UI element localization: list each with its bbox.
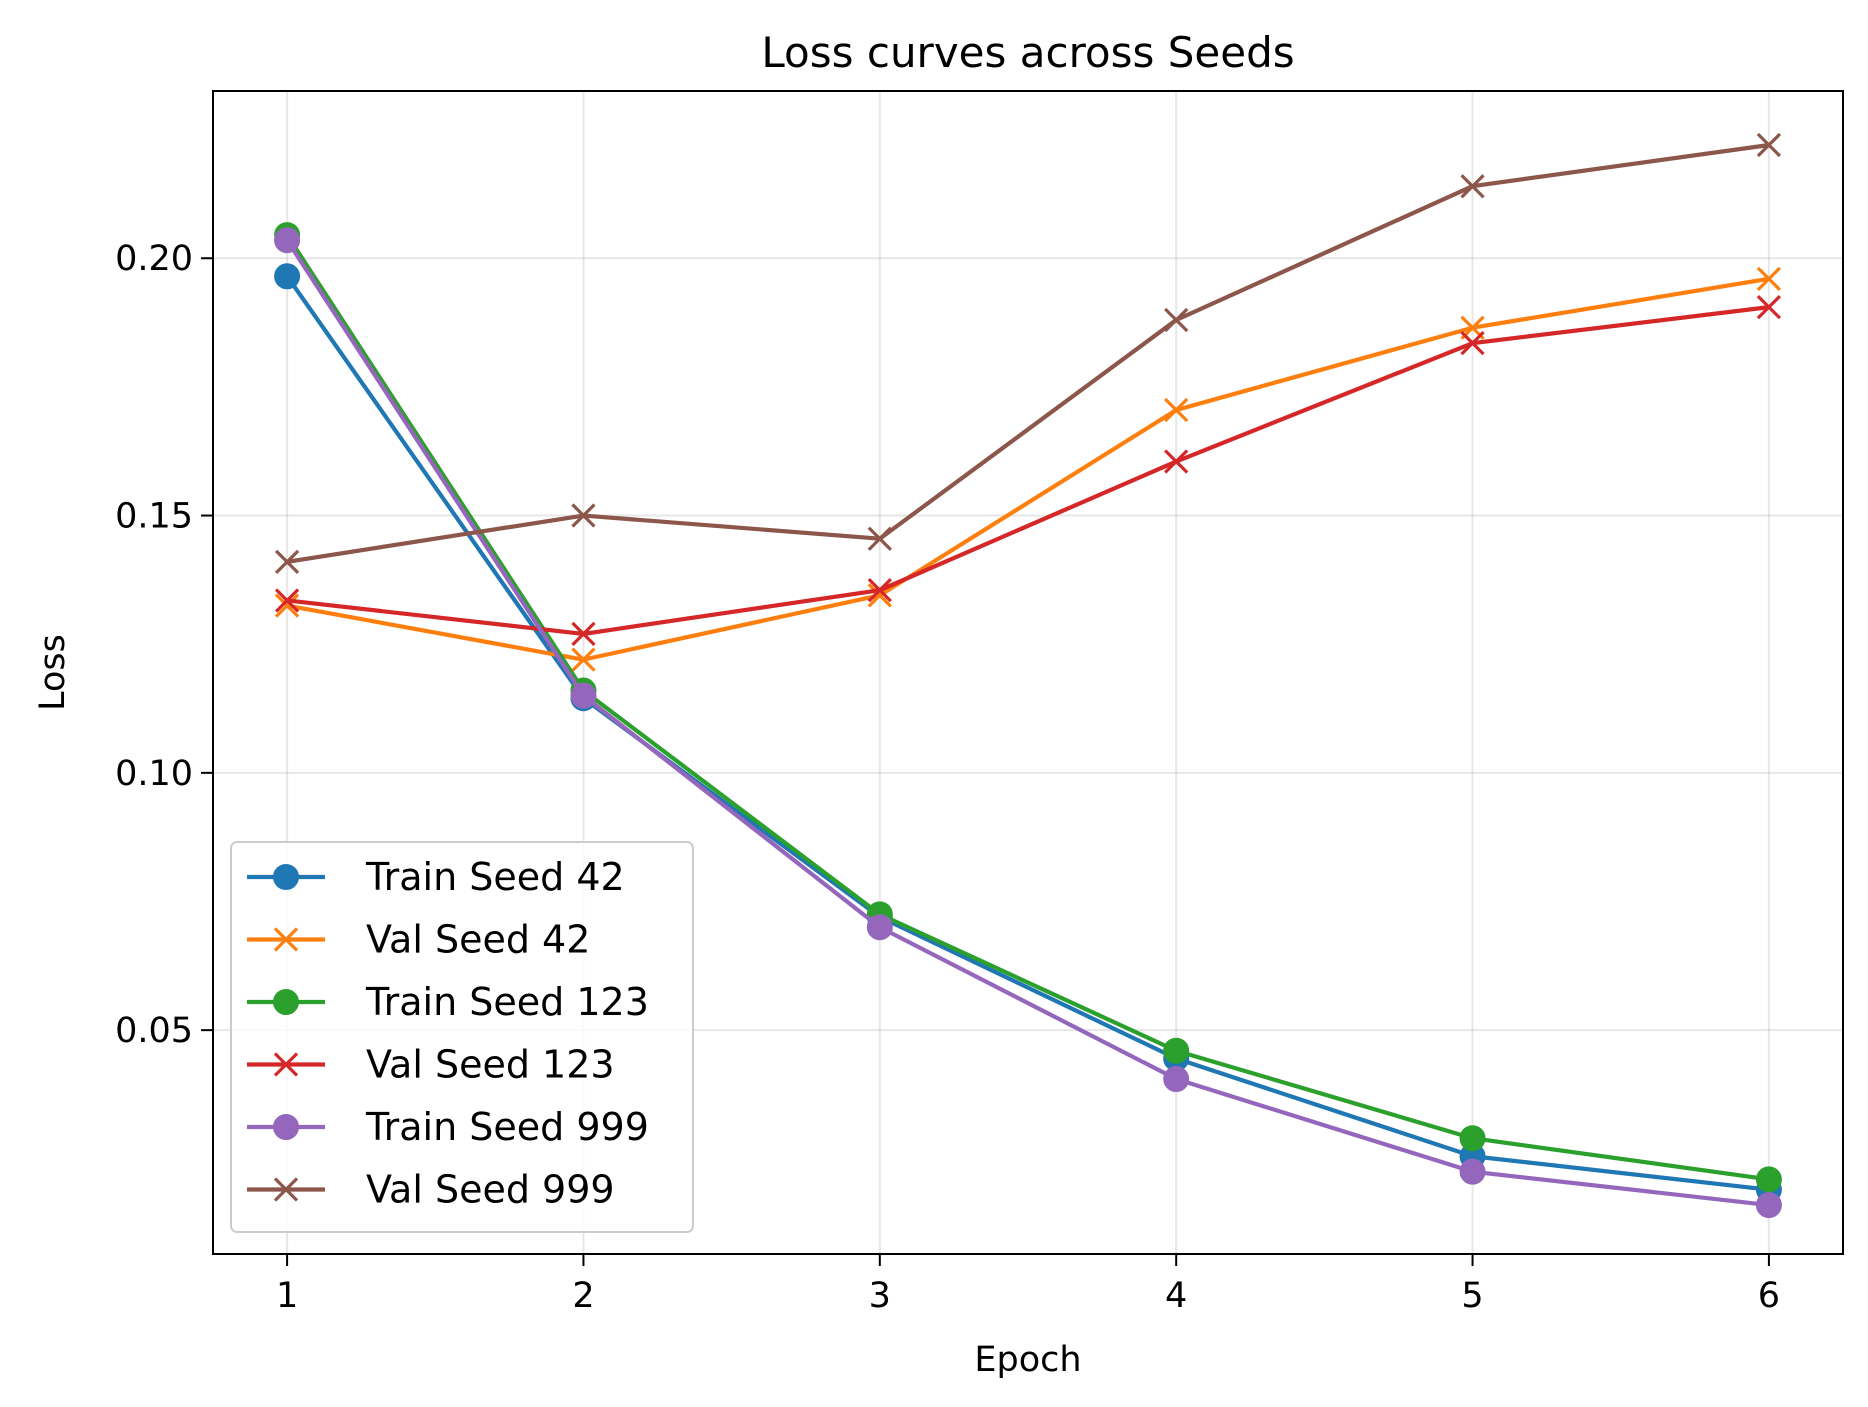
series-line-train-seed-123	[284, 232, 1772, 1182]
legend-item-train-seed-123: Train Seed 123	[247, 980, 649, 1024]
x-tick-label: 1	[276, 1276, 298, 1316]
data-point-train-seed-999	[570, 682, 597, 709]
legend-label: Val Seed 42	[366, 918, 590, 962]
x-tick-label: 5	[1461, 1276, 1483, 1316]
y-tick-label: 0.15	[115, 497, 193, 537]
data-point-val-seed-123	[1756, 295, 1782, 320]
data-point-val-seed-123	[1460, 331, 1485, 356]
data-point-train-seed-999	[1459, 1158, 1486, 1185]
x-axis-title: Epoch	[974, 1340, 1081, 1380]
data-point-train-seed-123	[1755, 1166, 1782, 1193]
y-tick-label: 0.05	[115, 1011, 193, 1051]
legend-swatch-marker	[273, 864, 299, 890]
y-tick-label: 0.20	[115, 239, 193, 279]
legend-swatch-marker	[273, 1114, 299, 1140]
legend-item-val-seed-42: Val Seed 42	[247, 918, 590, 962]
data-point-train-seed-999	[1755, 1192, 1782, 1219]
data-point-val-seed-999	[1164, 307, 1189, 333]
data-point-train-seed-999	[1163, 1066, 1190, 1093]
grid	[213, 91, 1843, 1254]
data-point-val-seed-999	[571, 503, 596, 528]
series-train-seed-999	[274, 227, 1782, 1219]
data-point-val-seed-123	[1164, 449, 1189, 474]
data-point-val-seed-999	[274, 549, 300, 574]
legend-item-train-seed-999: Train Seed 999	[247, 1105, 649, 1149]
y-axis: 0.05 0.10 0.15 0.20	[115, 239, 213, 1051]
data-point-val-seed-123	[571, 621, 596, 647]
legend-label: Train Seed 42	[365, 855, 625, 899]
legend: Train Seed 42 Val Seed 42 Train Seed 123 Va…	[230, 841, 694, 1233]
data-point-train-seed-123	[1459, 1125, 1486, 1152]
y-axis-title: Loss	[33, 634, 73, 711]
x-tick-label: 4	[1165, 1276, 1187, 1316]
series-line-val-seed-42	[284, 276, 1772, 662]
data-point-val-seed-123	[867, 578, 892, 603]
x-tick-label: 3	[869, 1276, 891, 1316]
legend-swatch-marker	[273, 927, 299, 952]
legend-swatch-marker	[273, 1177, 299, 1202]
data-point-val-seed-999	[867, 526, 892, 551]
series-layer	[274, 132, 1782, 1219]
x-tick-label: 6	[1758, 1276, 1780, 1316]
data-point-val-seed-999	[1756, 132, 1782, 158]
legend-label: Val Seed 123	[366, 1043, 615, 1087]
legend-item-val-seed-123: Val Seed 123	[247, 1043, 615, 1087]
data-point-val-seed-999	[1460, 174, 1485, 199]
legend-label: Train Seed 999	[365, 1105, 649, 1149]
data-point-train-seed-123	[1163, 1037, 1190, 1064]
data-point-val-seed-123	[274, 588, 300, 613]
data-point-train-seed-999	[274, 227, 301, 254]
chart-title: Loss curves across Seeds	[761, 28, 1294, 77]
data-point-val-seed-42	[274, 593, 300, 618]
data-point-val-seed-42	[1164, 397, 1189, 423]
series-val-seed-123	[274, 295, 1782, 647]
legend-label: Train Seed 123	[365, 980, 649, 1024]
x-tick-label: 2	[572, 1276, 594, 1316]
legend-label: Val Seed 999	[366, 1168, 615, 1212]
legend-item-train-seed-42: Train Seed 42	[247, 855, 625, 899]
series-line-val-seed-999	[284, 142, 1772, 565]
series-line-train-seed-999	[284, 237, 1772, 1208]
legend-item-val-seed-999: Val Seed 999	[247, 1168, 615, 1212]
legend-swatch-marker	[273, 1052, 299, 1077]
data-point-train-seed-999	[866, 914, 893, 941]
legend-swatch-marker	[273, 989, 299, 1015]
data-point-val-seed-42	[571, 647, 596, 672]
y-tick-label: 0.10	[115, 754, 193, 794]
series-line-val-seed-123	[284, 304, 1772, 637]
plot-frame	[212, 90, 1844, 1255]
data-point-val-seed-42	[1756, 266, 1782, 291]
data-point-train-seed-42	[274, 263, 301, 290]
x-axis: 1 2 3 4 5 6	[276, 1254, 1780, 1316]
series-val-seed-999	[274, 132, 1782, 574]
legend-box	[230, 841, 694, 1233]
